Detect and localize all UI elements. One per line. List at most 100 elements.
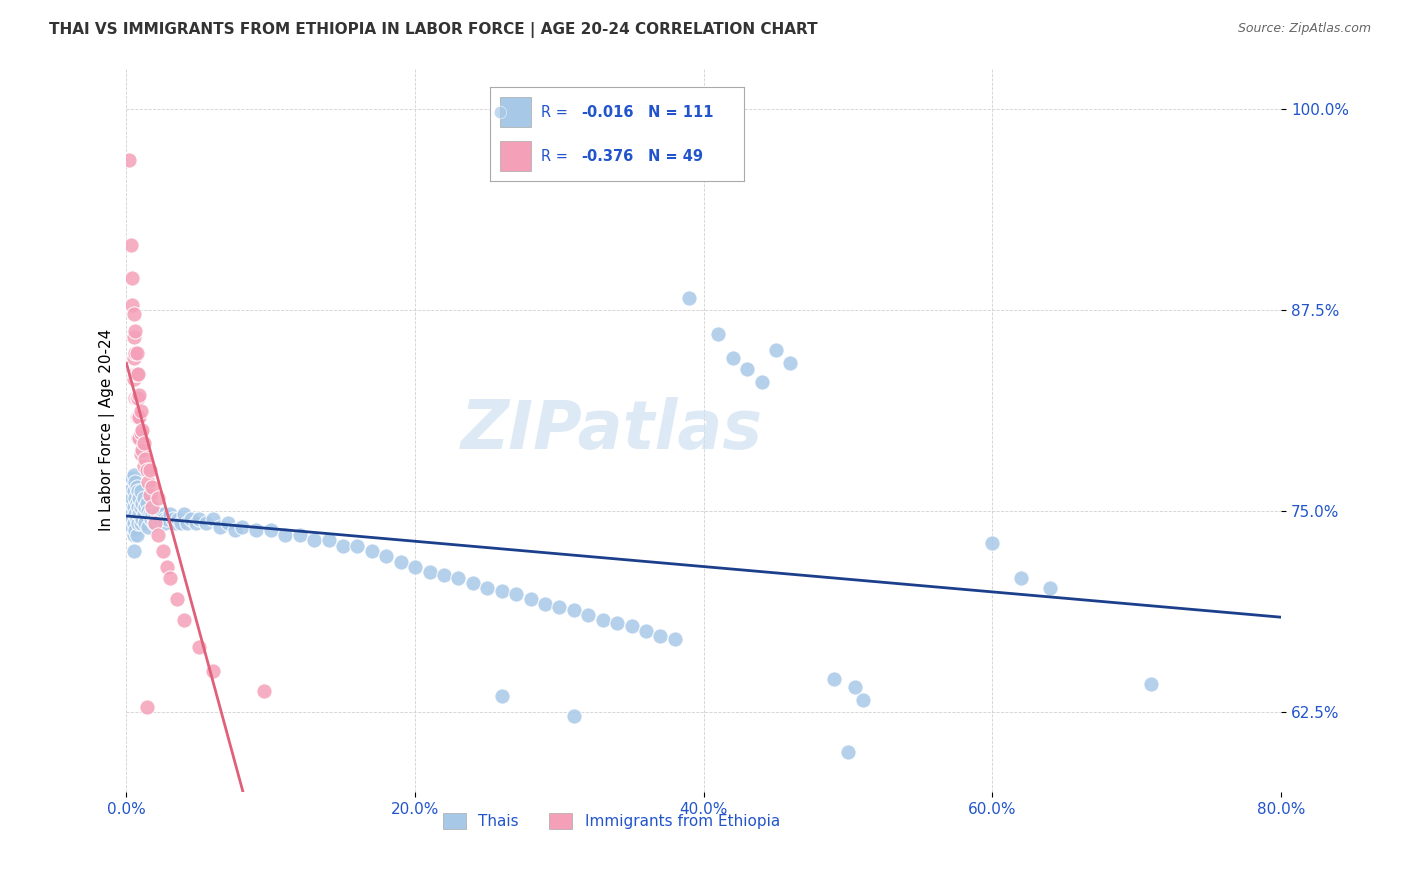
Point — [149, 511, 172, 525]
Point — [194, 516, 217, 531]
Text: Source: ZipAtlas.com: Source: ZipAtlas.com — [1237, 22, 1371, 36]
Point — [404, 560, 426, 574]
Point — [136, 519, 159, 533]
Point — [124, 507, 146, 521]
Point — [162, 511, 184, 525]
Point — [122, 468, 145, 483]
Point — [129, 404, 152, 418]
Point — [138, 463, 160, 477]
Point — [132, 436, 155, 450]
Point — [128, 431, 150, 445]
Point — [131, 442, 153, 457]
Point — [129, 426, 152, 441]
Y-axis label: In Labor Force | Age 20-24: In Labor Force | Age 20-24 — [100, 329, 115, 532]
Point — [131, 423, 153, 437]
Point — [491, 584, 513, 599]
Point — [562, 709, 585, 723]
Point — [135, 495, 157, 509]
Point — [124, 491, 146, 505]
Point — [127, 500, 149, 515]
Point — [125, 391, 148, 405]
Point — [209, 519, 232, 533]
Point — [1039, 581, 1062, 595]
Point — [121, 519, 143, 533]
Point — [650, 629, 672, 643]
Point — [121, 298, 143, 312]
Point — [138, 507, 160, 521]
Point — [121, 270, 143, 285]
Point — [823, 673, 845, 687]
Point — [419, 565, 441, 579]
Point — [125, 367, 148, 381]
Point — [433, 568, 456, 582]
Point — [132, 507, 155, 521]
Point — [765, 343, 787, 357]
Point — [136, 475, 159, 489]
Point — [562, 603, 585, 617]
Point — [122, 372, 145, 386]
Point — [143, 516, 166, 531]
Point — [217, 516, 239, 531]
Point — [751, 375, 773, 389]
Point — [122, 516, 145, 531]
Point — [121, 471, 143, 485]
Point — [176, 516, 198, 531]
Point — [125, 527, 148, 541]
Point — [252, 683, 274, 698]
Point — [129, 447, 152, 461]
Point — [288, 527, 311, 541]
Point — [122, 351, 145, 365]
Point — [136, 503, 159, 517]
Point — [121, 511, 143, 525]
Point — [576, 608, 599, 623]
Point — [156, 560, 179, 574]
Point — [202, 511, 225, 525]
Point — [534, 597, 557, 611]
Point — [159, 571, 181, 585]
Point — [592, 613, 614, 627]
Point — [124, 523, 146, 537]
Point — [141, 500, 163, 515]
Point — [131, 495, 153, 509]
Point — [125, 410, 148, 425]
Point — [148, 491, 170, 505]
Point — [135, 463, 157, 477]
Point — [128, 491, 150, 505]
Point — [152, 507, 174, 521]
Point — [170, 516, 193, 531]
Point — [134, 452, 156, 467]
Point — [187, 511, 209, 525]
Point — [1140, 677, 1163, 691]
Point — [620, 619, 643, 633]
Point — [134, 516, 156, 531]
Point — [245, 523, 267, 537]
Point — [548, 600, 571, 615]
Point — [129, 516, 152, 531]
Point — [389, 555, 412, 569]
Point — [148, 507, 170, 521]
Point — [173, 613, 195, 627]
Point — [118, 153, 141, 168]
Point — [447, 571, 470, 585]
Point — [122, 484, 145, 499]
Point — [132, 458, 155, 473]
Point — [120, 495, 142, 509]
Text: ZIPatlas: ZIPatlas — [460, 397, 762, 463]
Point — [125, 479, 148, 493]
Point — [664, 632, 686, 647]
Point — [139, 511, 162, 525]
Point — [127, 410, 149, 425]
Point — [318, 533, 340, 547]
Point — [260, 523, 283, 537]
Point — [159, 507, 181, 521]
Point — [125, 346, 148, 360]
Point — [128, 410, 150, 425]
Text: THAI VS IMMIGRANTS FROM ETHIOPIA IN LABOR FORCE | AGE 20-24 CORRELATION CHART: THAI VS IMMIGRANTS FROM ETHIOPIA IN LABO… — [49, 22, 818, 38]
Point — [124, 475, 146, 489]
Point — [124, 367, 146, 381]
Point — [837, 745, 859, 759]
Point — [132, 491, 155, 505]
Point — [184, 516, 207, 531]
Point — [120, 507, 142, 521]
Point — [678, 292, 700, 306]
